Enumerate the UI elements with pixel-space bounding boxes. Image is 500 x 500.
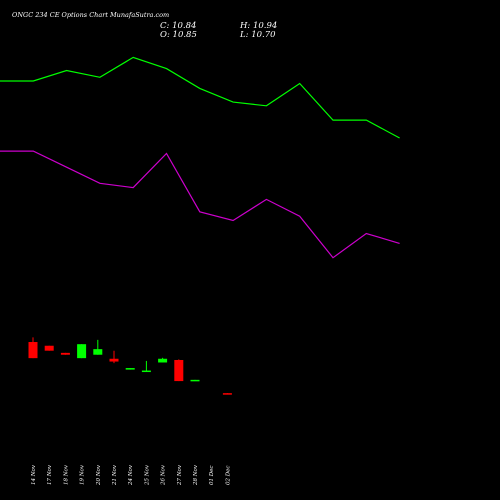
candle-body [222, 393, 232, 395]
date-label: 17 Nov [47, 464, 53, 485]
candle-body [28, 342, 38, 359]
date-label: 19 Nov [80, 464, 86, 485]
date-label: 02 Dec [225, 466, 231, 486]
candle [28, 337, 38, 359]
candle-body [77, 344, 87, 359]
date-label: 25 Nov [144, 464, 150, 486]
candle [125, 368, 135, 370]
candle [44, 345, 54, 351]
date-label: 20 Nov [96, 464, 102, 486]
candle [222, 393, 232, 395]
date-label: 21 Nov [112, 464, 118, 486]
date-label: 28 Nov [193, 464, 199, 486]
candle-body [125, 368, 135, 370]
date-label: 24 Nov [128, 464, 134, 486]
indicator-lines [0, 56, 400, 259]
candle [141, 360, 151, 373]
indicator-line-2 [0, 150, 400, 259]
candle-body [60, 352, 70, 355]
date-axis-labels: 14 Nov 17 Nov 18 Nov 19 Nov 20 Nov 21 Nov 24 N… [31, 464, 231, 486]
date-label: 14 Nov [31, 464, 37, 485]
candle [190, 379, 200, 382]
candle-body [141, 370, 151, 373]
open-value: O: 10.85 [160, 30, 197, 40]
candle [60, 352, 70, 355]
candle-body [174, 360, 184, 382]
candle [158, 357, 168, 363]
candle-body [109, 358, 119, 362]
candle [93, 339, 103, 355]
chart-title: ONGC 234 CE Options Chart MunafaSutra.co… [12, 11, 170, 19]
low-value: L: 10.70 [240, 30, 276, 40]
candle-body [158, 358, 168, 363]
candle-body [190, 379, 200, 382]
candle [174, 359, 184, 382]
date-label: 18 Nov [63, 464, 69, 485]
high-value: H: 10.94 [240, 21, 278, 31]
date-label: 01 Dec [209, 466, 215, 486]
date-label: 26 Nov [161, 464, 167, 486]
candle [109, 350, 119, 364]
candle [77, 344, 87, 359]
close-value: C: 10.84 [160, 21, 197, 31]
indicator-line-1 [0, 56, 400, 139]
candle-body [44, 345, 54, 351]
candles [28, 337, 232, 395]
date-label: 27 Nov [177, 464, 183, 486]
candle-body [93, 349, 103, 355]
